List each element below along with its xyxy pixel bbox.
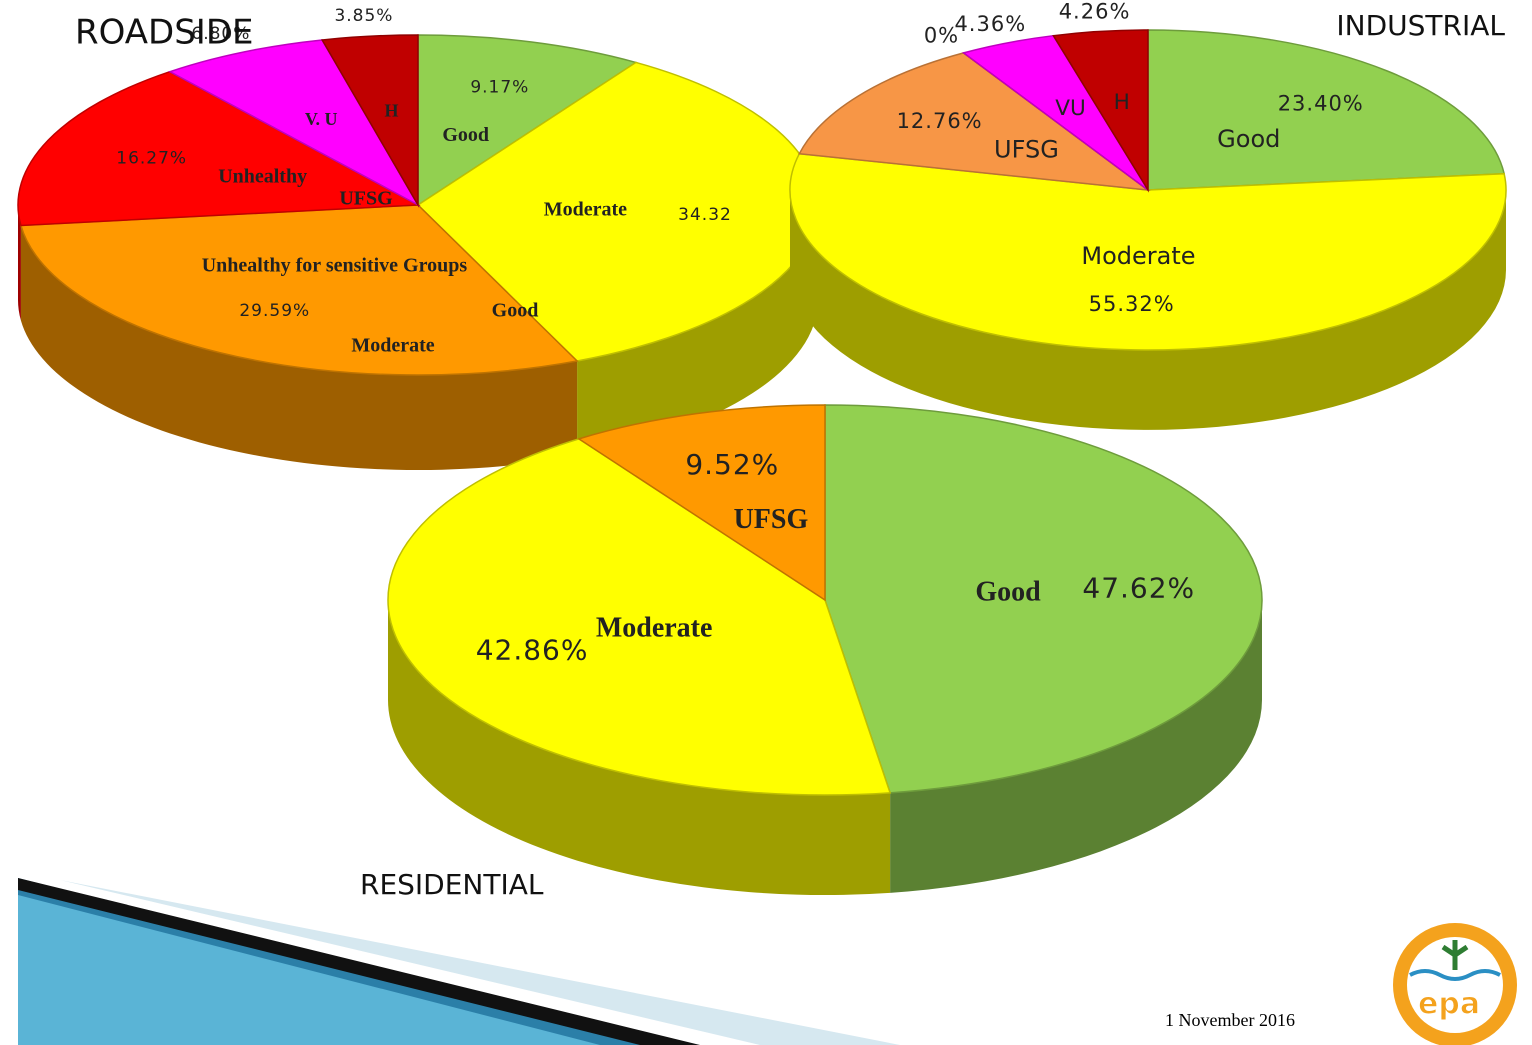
category-label: Moderate: [596, 612, 713, 643]
category-label: UFSG: [994, 135, 1059, 163]
value-label: 34.32: [678, 205, 732, 225]
pie-side: [387, 600, 891, 895]
logo-wave: [1409, 969, 1501, 981]
pie-side: [890, 600, 1262, 893]
category-label: V. U: [305, 109, 338, 129]
value-label: 9.52%: [685, 448, 779, 481]
value-label: 55.32%: [1089, 292, 1175, 316]
category-label: Good: [442, 124, 489, 146]
category-label: Moderate: [544, 199, 627, 221]
chart-title: INDUSTRIAL: [1336, 9, 1505, 42]
value-label: 0%: [924, 23, 959, 47]
value-label: 42.86%: [476, 633, 589, 666]
value-label: 29.59%: [239, 301, 310, 321]
value-label: 16.27%: [116, 148, 187, 168]
value-label: 23.40%: [1278, 91, 1364, 115]
decoration: [18, 878, 900, 1045]
pie-chart: 47.62% Good 42.86%Moderate 9.52% UFSG RESIDEN…: [360, 404, 1263, 901]
pie-slice: [17, 70, 421, 227]
pie-slice: [387, 438, 892, 796]
category-label: H: [384, 100, 398, 120]
pie-slice: [824, 404, 1263, 794]
logo: epa: [1393, 923, 1517, 1045]
category-label: VU: [1055, 96, 1086, 121]
value-label: 9.17%: [470, 78, 529, 98]
stripe: [18, 878, 700, 1045]
pie-chart: 9.17% Good 34.32 Moderate 29.59% Unhealthy fo…: [17, 6, 819, 470]
pie-side: [790, 190, 1506, 430]
value-label: 3.85%: [334, 6, 393, 26]
category-label: Unhealthy for sensitive Groups: [202, 255, 468, 277]
pie-slice: [577, 404, 826, 602]
value-label: 6.80%: [191, 24, 250, 44]
pie-side: [18, 205, 21, 321]
date: 1 November 2016: [1165, 1010, 1295, 1030]
category-label: UFSG: [734, 504, 809, 535]
pie-slice: [320, 34, 419, 208]
value-label: 4.26%: [1059, 0, 1131, 23]
pie-side: [577, 205, 818, 456]
logo-inner: [1407, 937, 1503, 1033]
charts: 9.17% Good 34.32 Moderate 29.59% Unhealthy fo…: [17, 0, 1507, 901]
pie-slice: [798, 52, 1151, 192]
annotation: Good: [492, 300, 539, 322]
value-label: 4.36%: [954, 12, 1026, 36]
stripe: [60, 880, 900, 1045]
pie-slice: [417, 34, 638, 207]
value-label: 47.62%: [1082, 572, 1195, 605]
category-label: Unhealthy: [218, 165, 307, 187]
value-label: 12.76%: [897, 109, 983, 133]
chart-title: ROADSIDE: [75, 13, 254, 53]
stripe: [18, 895, 600, 1045]
pie-chart: 23.40% Good 55.32% Moderate 12.76% UFSG 0%4.36…: [789, 0, 1507, 430]
chart-title: RESIDENTIAL: [360, 868, 544, 901]
logo-plant: [1441, 940, 1469, 970]
pie-slice: [1147, 29, 1506, 191]
pie-slice: [1052, 29, 1149, 193]
category-label: Good: [975, 576, 1041, 607]
pie-slice: [789, 152, 1507, 351]
pie-slice: [167, 39, 420, 207]
logo-text: epa: [1418, 987, 1480, 1022]
category-label: H: [1114, 90, 1130, 115]
pie-side: [20, 225, 578, 470]
category-label: Good: [1217, 125, 1280, 153]
pie-slice: [19, 204, 579, 376]
annotation: Moderate: [351, 335, 434, 357]
category-label: Moderate: [1081, 242, 1195, 270]
annotation: UFSG: [339, 188, 393, 210]
